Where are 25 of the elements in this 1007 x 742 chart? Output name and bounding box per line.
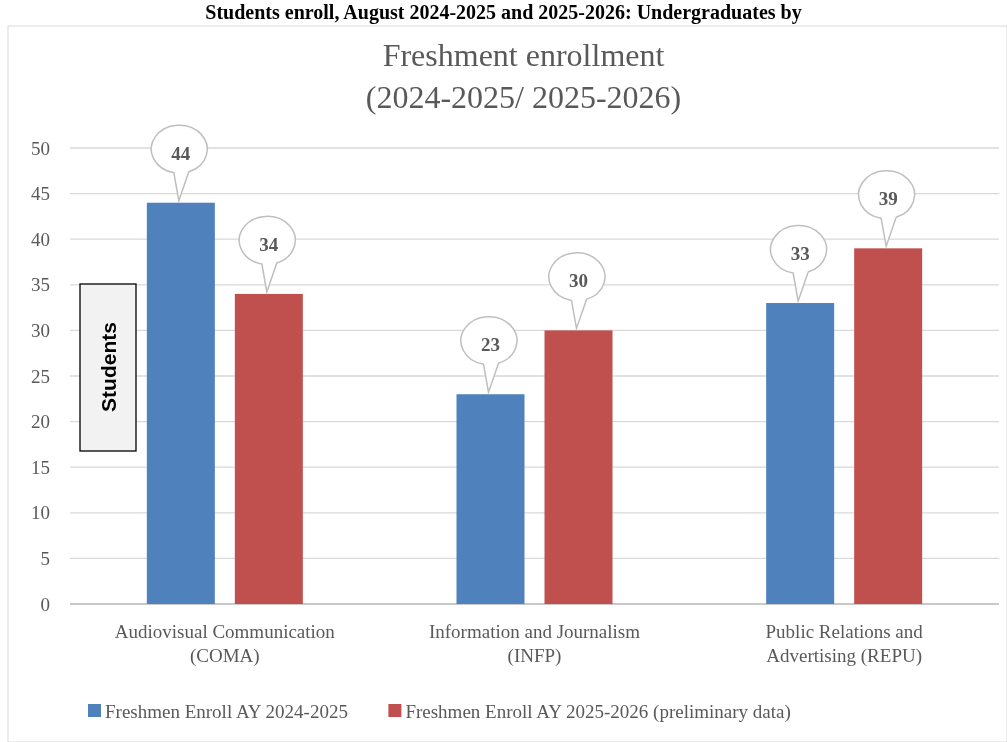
y-tick-label: 30: [31, 320, 50, 342]
x-tick-label: Information and Journalism (INFP): [428, 621, 641, 667]
y-tick-label: 45: [31, 183, 50, 205]
y-tick-label: 40: [31, 228, 50, 250]
y-tick-label: 50: [31, 137, 50, 159]
y-tick-label: 25: [31, 365, 50, 387]
y-axis-title: Students: [97, 322, 120, 412]
text: Students enroll, August 2024-2025 and 2025-2026: Undergraduates by: [205, 1, 802, 24]
chart-title: Freshment enrollment (2024-2025/ 2025-2026): [365, 37, 682, 115]
data-label: 39: [878, 188, 898, 210]
data-label: 44: [171, 142, 191, 164]
y-tick-label: 15: [31, 456, 50, 478]
data-label: 34: [259, 233, 279, 255]
data-label: 33: [790, 243, 810, 265]
y-tick-label: 0: [40, 593, 50, 615]
data-label: 23: [481, 334, 500, 356]
x-tick-label: Audiovisual Communication (COMA): [114, 621, 336, 667]
y-tick-label: 35: [31, 274, 50, 296]
x-tick-label: Public Relations and Advertising (REPU): [765, 621, 924, 667]
y-tick-label: 10: [31, 502, 50, 524]
y-tick-label: 5: [40, 548, 50, 570]
data-label: 30: [569, 270, 588, 292]
legend-label: Freshmen Enroll AY 2024-2025: [105, 700, 348, 722]
legend-label: Freshmen Enroll AY 2025-2026 (preliminary data): [405, 700, 791, 723]
y-tick-label: 20: [31, 411, 50, 433]
